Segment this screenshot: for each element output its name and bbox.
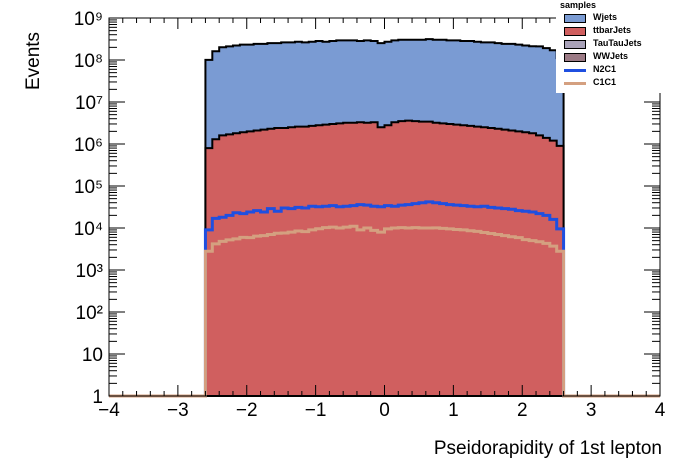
legend-swatch-wwjets bbox=[564, 53, 586, 62]
x-axis-title: Pseidorapidity of 1st lepton bbox=[433, 438, 662, 459]
legend-label-wjets: Wjets bbox=[593, 12, 618, 22]
x-tick-label: −4 bbox=[98, 400, 120, 421]
legend-swatch-wjets bbox=[564, 14, 586, 23]
legend-line-c1c1 bbox=[564, 82, 586, 85]
series-line-n2c1 bbox=[109, 200, 660, 398]
legend-item-wjets: Wjets bbox=[560, 12, 665, 24]
y-tick-label: 10⁴ bbox=[74, 219, 103, 240]
x-tick-label: 2 bbox=[517, 400, 528, 421]
legend-swatch-tautaujets bbox=[564, 40, 586, 49]
x-axis-ticks: −4 −3 −2 −1 0 1 2 3 4 bbox=[98, 18, 666, 421]
x-tick-label: −1 bbox=[305, 400, 327, 421]
y-axis-title: Events bbox=[23, 31, 44, 91]
y-tick-label: 10⁶ bbox=[74, 135, 103, 156]
legend-line-n2c1 bbox=[564, 69, 586, 72]
legend-label-tautaujets: TauTauJets bbox=[593, 38, 642, 48]
x-tick-label: −2 bbox=[236, 400, 258, 421]
stack-area-ttbarjets bbox=[204, 119, 565, 397]
y-tick-label: 10⁸ bbox=[74, 51, 103, 72]
legend-item-c1c1: C1C1 bbox=[560, 77, 665, 89]
legend: samples Wjets ttbarJets TauTauJets WWJet… bbox=[556, 0, 666, 93]
y-tick-label: 10⁵ bbox=[74, 177, 103, 198]
legend-title: samples bbox=[560, 0, 597, 10]
x-tick-label: 4 bbox=[655, 400, 666, 421]
y-tick-label: 10⁹ bbox=[74, 9, 103, 30]
legend-label-c1c1: C1C1 bbox=[593, 77, 617, 87]
y-tick-label: 10² bbox=[76, 303, 103, 324]
legend-label-n2c1: N2C1 bbox=[593, 64, 617, 74]
legend-item-wwjets: WWJets bbox=[560, 51, 665, 63]
legend-label-wwjets: WWJets bbox=[593, 51, 629, 61]
y-tick-label: 1 bbox=[92, 387, 103, 408]
signal-lines bbox=[109, 200, 660, 398]
x-tick-label: 3 bbox=[586, 400, 597, 421]
y-tick-label: 10 bbox=[82, 345, 103, 366]
y-axis-ticks: 1 10 10² 10³ 10⁴ 10⁵ 10⁶ 10⁷ 10⁸ 10⁹ bbox=[74, 9, 660, 408]
legend-swatch-ttbarjets bbox=[564, 27, 586, 36]
series-line-c1c1 bbox=[109, 224, 660, 398]
x-tick-label: −3 bbox=[167, 400, 189, 421]
stacked-fills bbox=[204, 38, 565, 397]
y-tick-label: 10³ bbox=[76, 261, 103, 282]
x-tick-label: 1 bbox=[448, 400, 459, 421]
legend-label-ttbarjets: ttbarJets bbox=[593, 25, 632, 35]
legend-item-tautaujets: TauTauJets bbox=[560, 38, 665, 50]
legend-item-n2c1: N2C1 bbox=[560, 64, 665, 76]
legend-item-ttbarjets: ttbarJets bbox=[560, 25, 665, 37]
y-tick-label: 10⁷ bbox=[75, 93, 103, 114]
x-tick-label: 0 bbox=[379, 400, 390, 421]
